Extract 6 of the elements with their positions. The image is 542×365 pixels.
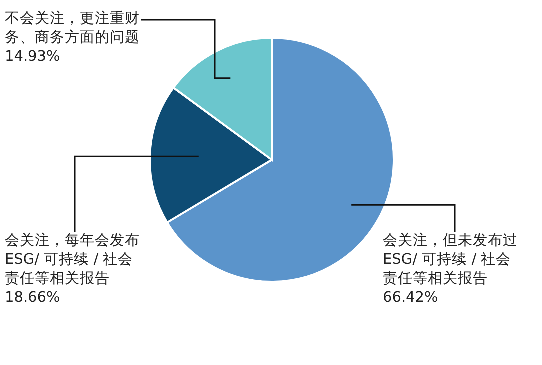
slice-label: 会关注，但未发布过ESG/ 可持续 / 社会责任等相关报告 [383,232,519,289]
slice-label: 会关注，每年会发布ESG/ 可持续 / 社会责任等相关报告 [5,232,141,289]
slice-label: 不会关注，更注重财务、商务方面的问题 [5,10,141,48]
data-label: 66.42% [383,289,440,308]
data-label: 14.93% [5,48,62,67]
data-label: 18.66% [5,289,62,308]
